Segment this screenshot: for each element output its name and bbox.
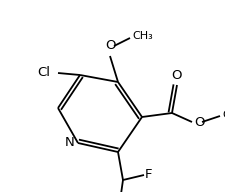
- Text: O: O: [172, 69, 182, 82]
- Text: O: O: [194, 117, 205, 129]
- Text: N: N: [64, 137, 74, 150]
- Text: O: O: [105, 39, 115, 52]
- Text: Cl: Cl: [37, 65, 50, 79]
- Text: CH₃: CH₃: [132, 31, 153, 41]
- Text: CH₃: CH₃: [222, 110, 225, 120]
- Text: F: F: [145, 169, 153, 181]
